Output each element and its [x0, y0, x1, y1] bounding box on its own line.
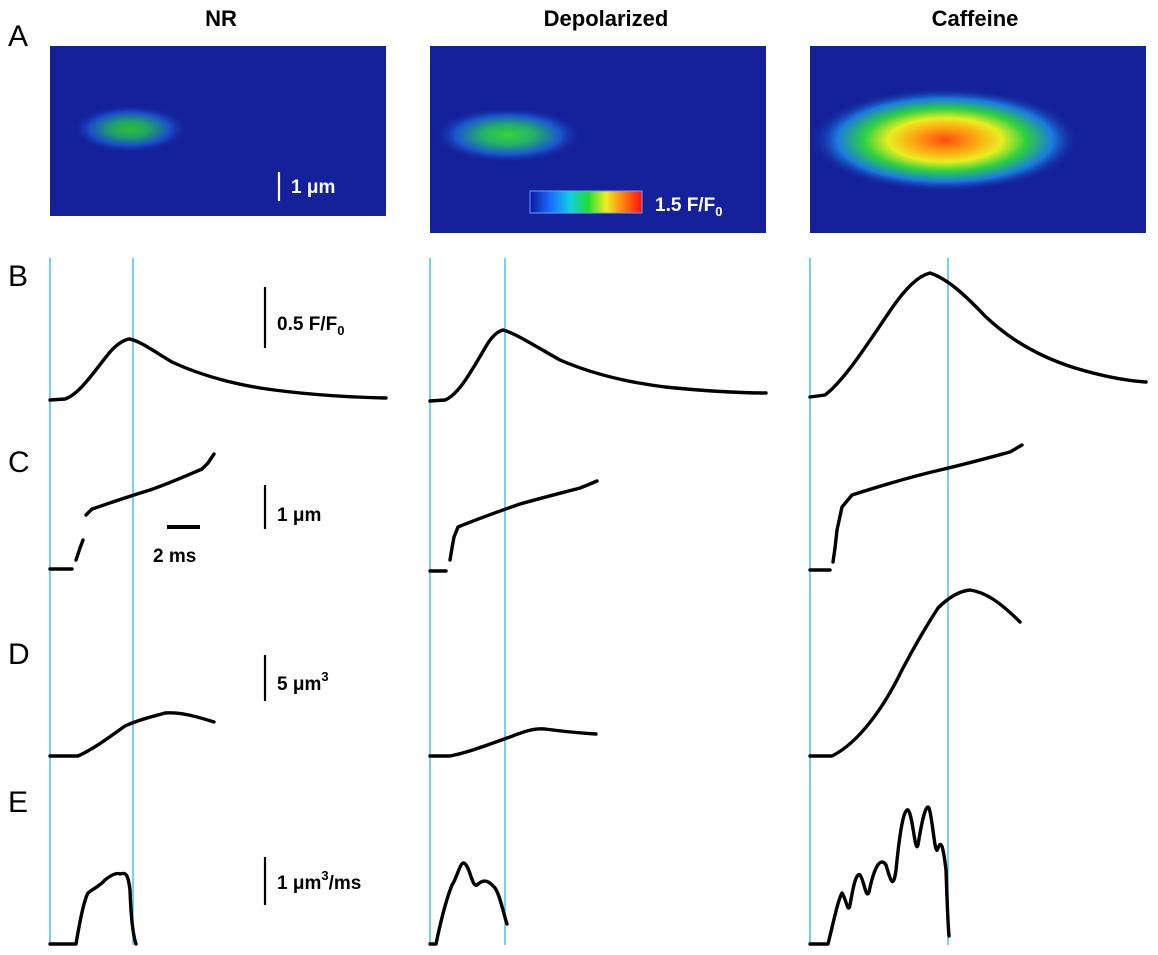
trace-e-depolarized [428, 861, 509, 946]
linescan-image-caffeine [810, 46, 1146, 233]
colorbar-label: 1.5 F/F0 [655, 195, 722, 219]
trace-c-caffeine [808, 443, 1024, 572]
column-title-caffeine: Caffeine [932, 6, 1019, 31]
linescan-image-nr [50, 46, 386, 216]
cursor-lines [49, 258, 949, 945]
column-title-depolarized: Depolarized [544, 6, 669, 31]
colorbar [529, 190, 643, 214]
width-scale-label: 1 μm [277, 505, 321, 526]
trace-d-nr [48, 711, 216, 758]
trace-e-caffeine [808, 805, 951, 946]
panel-letter-c: C [8, 446, 30, 479]
panel-letter-d: D [8, 638, 30, 671]
rate-scale-label: 1 μm3/ms [277, 868, 361, 894]
spark-depolarized [433, 107, 583, 163]
spark-caffeine [810, 88, 1080, 192]
trace-c-depolarized [428, 479, 599, 573]
time-scale-label: 2 ms [153, 546, 196, 567]
length-scale-label: 1 μm [291, 177, 335, 198]
trace-d-caffeine [808, 588, 1022, 758]
panel-letter-e: E [8, 786, 28, 819]
trace-c-nr [48, 452, 216, 571]
column-title-nr: NR [205, 6, 237, 31]
trace-b-nr [48, 337, 388, 402]
trace-d-depolarized [428, 727, 598, 758]
trace-b-depolarized [428, 328, 768, 403]
fluorescence-scale-label: 0.5 F/F0 [277, 314, 344, 338]
trace-e-nr [48, 871, 138, 946]
volume-scale-label: 5 μm3 [277, 669, 329, 695]
spark-nr [72, 105, 188, 153]
trace-b-caffeine [808, 271, 1148, 399]
panel-letter-b: B [8, 260, 28, 293]
panel-letter-a: A [8, 20, 28, 53]
